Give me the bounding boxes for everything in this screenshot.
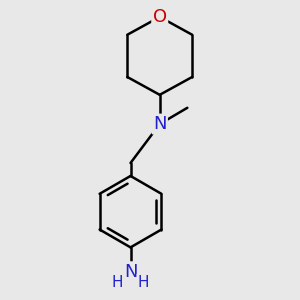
Text: N: N: [153, 115, 166, 133]
Text: H: H: [112, 274, 123, 290]
Text: O: O: [153, 8, 167, 26]
Text: H: H: [138, 274, 149, 290]
Text: N: N: [124, 263, 137, 281]
